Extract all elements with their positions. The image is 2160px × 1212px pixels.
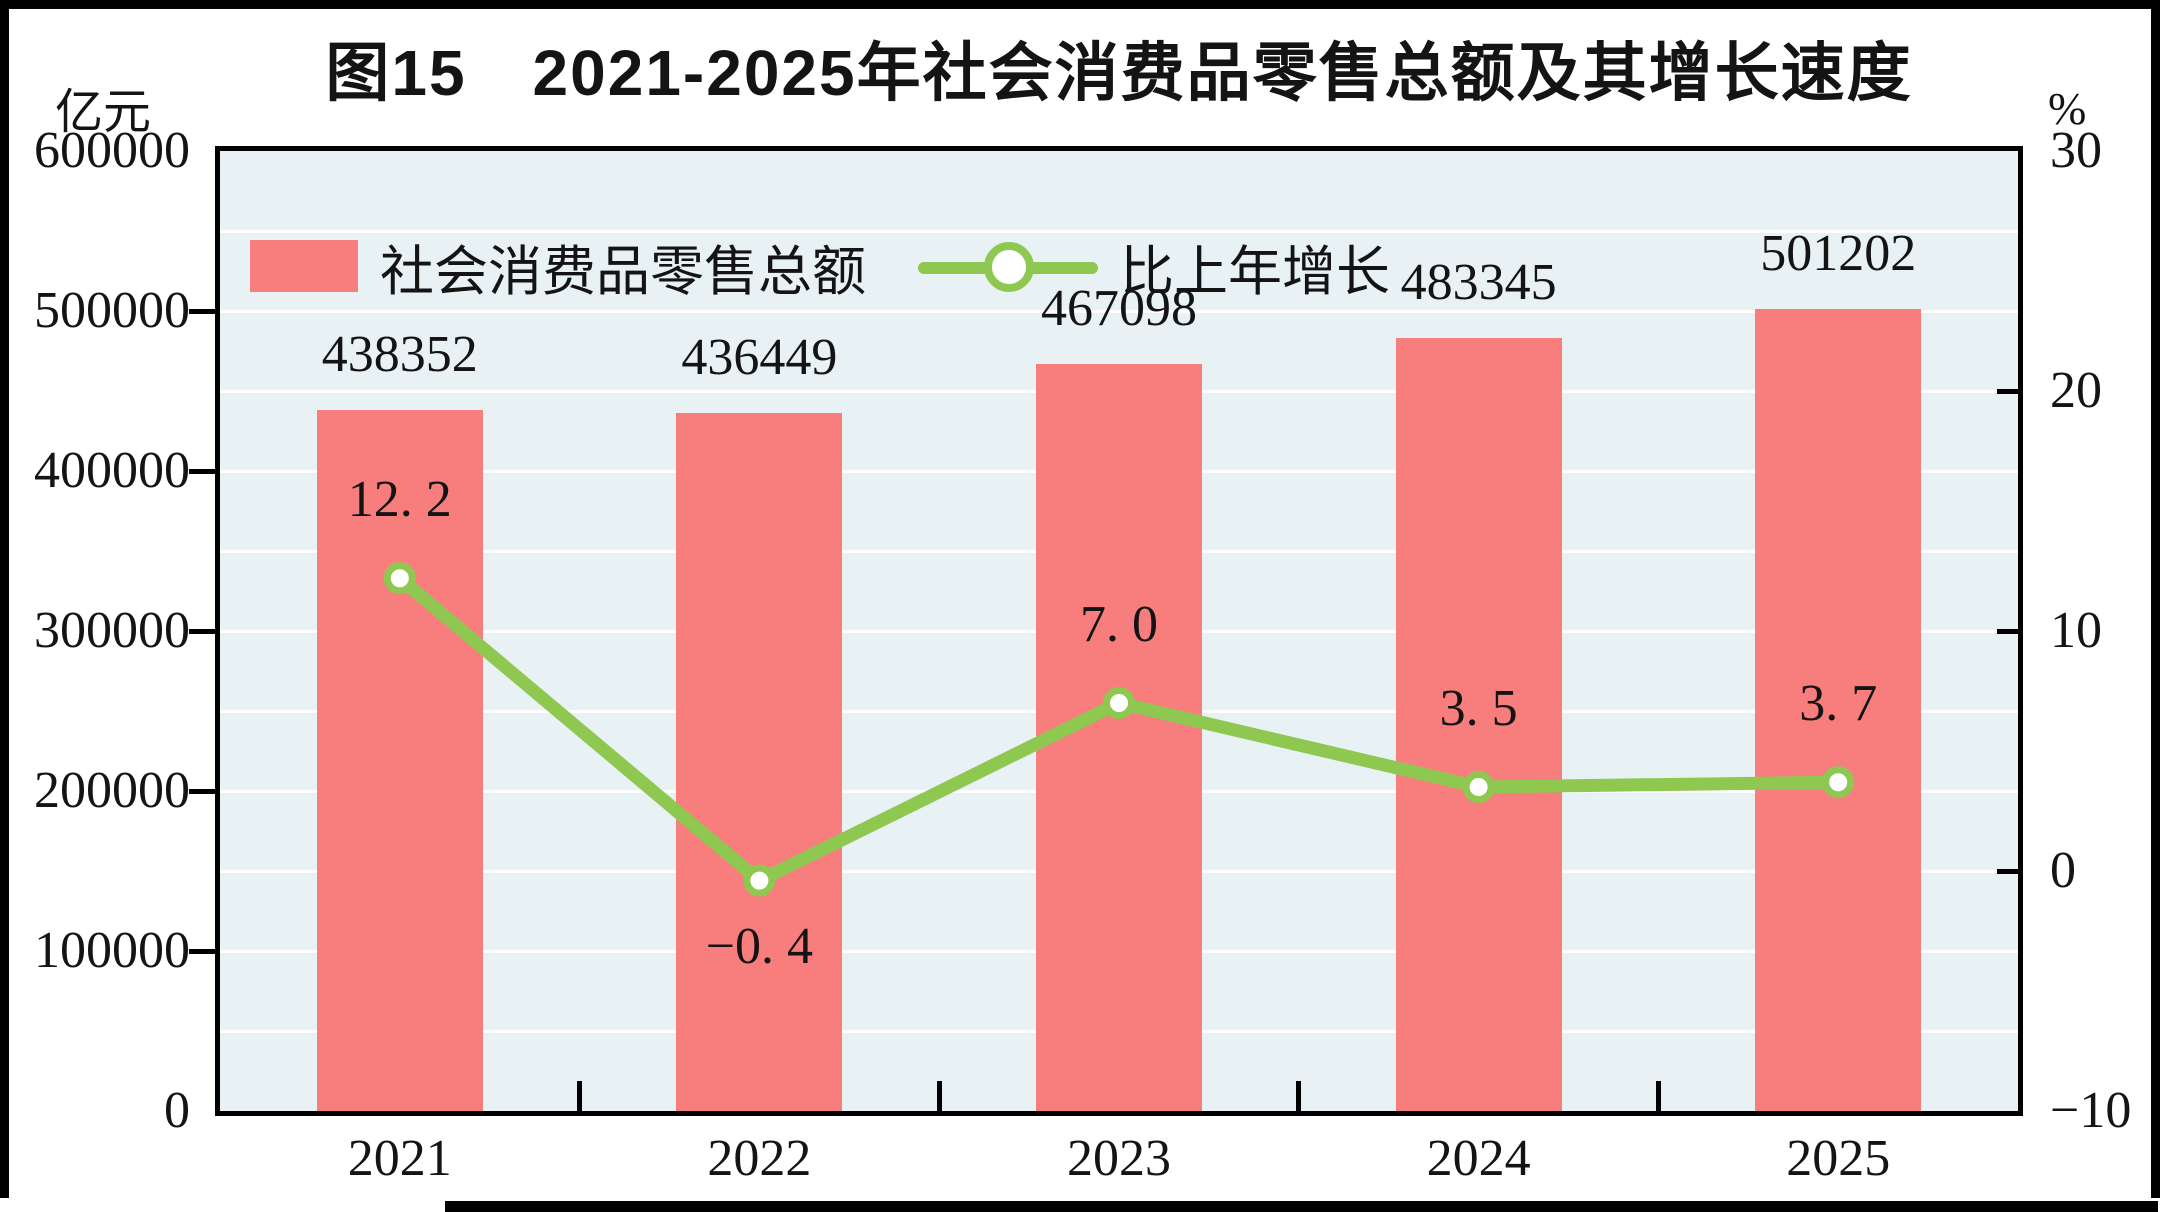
- left-axis-tick: [189, 468, 215, 474]
- left-axis-tick-label: 400000: [34, 442, 190, 499]
- left-axis-unit: 亿元: [55, 86, 152, 139]
- x-axis-label-2021: 2021: [347, 1130, 452, 1187]
- growth-value-label: 3. 5: [1439, 680, 1518, 737]
- bar-value-label: 438352: [321, 325, 478, 383]
- bar-2022: [676, 412, 843, 1111]
- bar-value-label: 436449: [681, 328, 838, 386]
- growth-value-label: 7. 0: [1080, 596, 1158, 653]
- page-frame-top: [0, 0, 2160, 9]
- legend-line-marker-icon: [918, 240, 1098, 292]
- right-axis-tick-label: 0: [2050, 842, 2076, 899]
- bar-value-label: 501202: [1760, 225, 1917, 283]
- chart-title: 图15 2021-2025年社会消费品零售总额及其增长速度: [325, 37, 1913, 109]
- right-axis-tick-label: 10: [2050, 602, 2102, 659]
- left-axis-tick-label: 200000: [34, 762, 190, 819]
- bar-value-label: 483345: [1400, 253, 1557, 311]
- left-axis-tick: [189, 948, 215, 954]
- left-axis-tick-label: 100000: [34, 922, 190, 979]
- growth-value-label: 3. 7: [1799, 675, 1878, 733]
- growth-value-label: 12. 2: [347, 471, 452, 529]
- left-axis-tick-label: 0: [164, 1082, 190, 1139]
- page-frame-right: [2151, 0, 2160, 1198]
- line-marker-2023: [1103, 687, 1135, 719]
- line-marker-2021: [383, 562, 416, 595]
- line-marker-2022: [743, 864, 776, 897]
- left-axis-tick: [189, 788, 215, 794]
- left-axis-tick: [189, 308, 215, 314]
- page-frame-left: [0, 0, 9, 1198]
- growth-line-chart: [383, 562, 1855, 897]
- x-axis-label-2025: 2025: [1786, 1130, 1891, 1187]
- legend-line-label: 比上年增长: [1120, 241, 1390, 302]
- x-axis-label-2024: 2024: [1426, 1130, 1531, 1187]
- x-axis-label-2022: 2022: [707, 1130, 812, 1187]
- legend-bar-label: 社会消费品零售总额: [380, 241, 866, 302]
- gridline: [220, 309, 2018, 313]
- left-axis-tick: [189, 628, 215, 634]
- bar-2025: [1755, 309, 1922, 1111]
- bar-2024: [1395, 337, 1562, 1111]
- legend-bar-swatch-icon: [250, 240, 358, 292]
- right-axis-tick-label: 20: [2050, 362, 2102, 419]
- line-marker-2025: [1822, 766, 1855, 799]
- left-axis-tick-label: 300000: [34, 602, 190, 659]
- chart-legend: 社会消费品零售总额 比上年增长: [250, 234, 1390, 302]
- bar-2021: [316, 409, 483, 1111]
- plot-canvas: 438352 436449 467098 483345 501202 12. 2 −0. 4…: [220, 151, 2018, 1111]
- growth-value-label: −0. 4: [705, 917, 814, 975]
- gridline: [220, 229, 2018, 233]
- left-axis-tick-label: 500000: [34, 282, 190, 339]
- bar-value-label: 467098: [1041, 279, 1197, 337]
- line-marker-2024: [1462, 771, 1495, 803]
- x-axis-label-2023: 2023: [1067, 1130, 1171, 1187]
- right-axis-tick-label: −10: [2050, 1082, 2132, 1139]
- right-axis-unit: %: [2048, 83, 2087, 134]
- page-frame-bottom: [445, 1201, 2158, 1212]
